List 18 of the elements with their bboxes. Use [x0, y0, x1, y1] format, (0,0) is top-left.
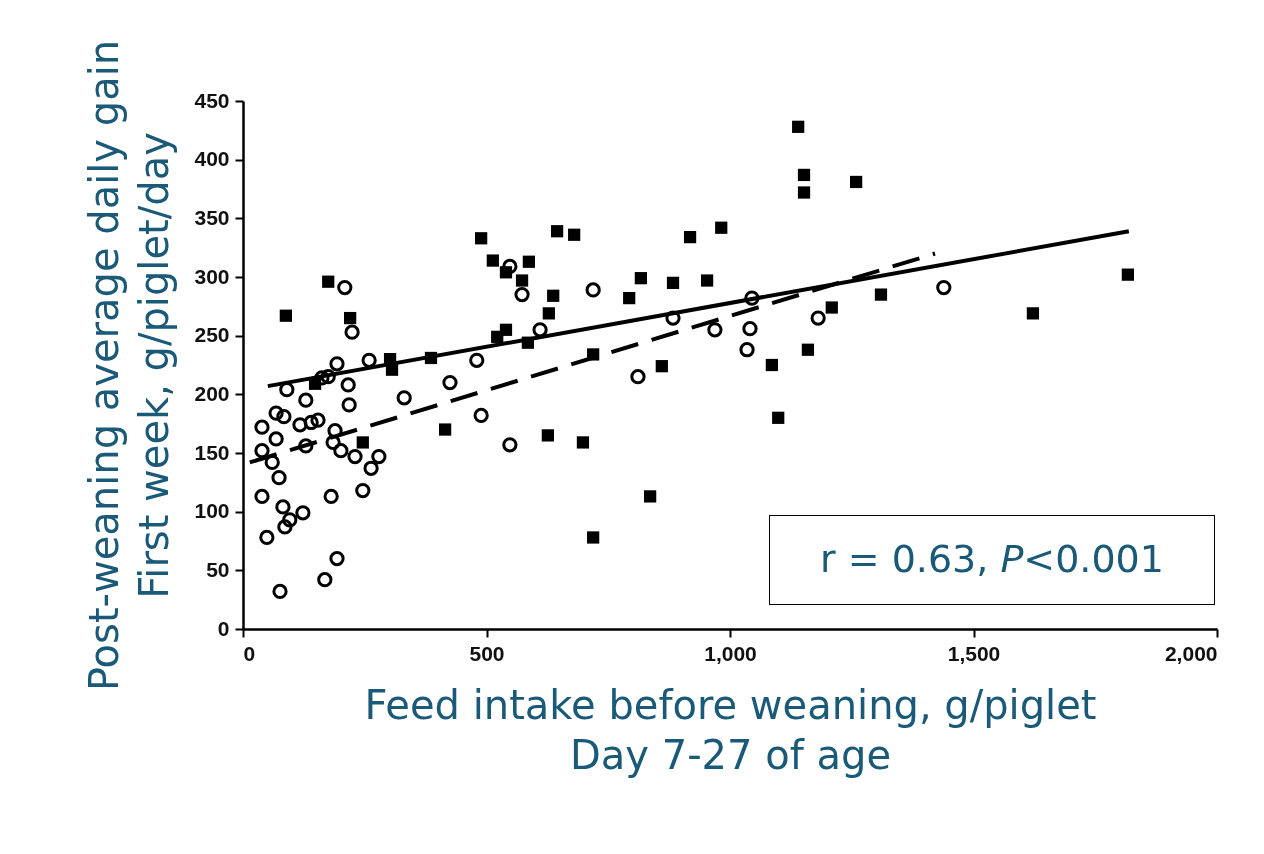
- x-axis-title: Feed intake before weaning, g/piglet Day 7-27 of age: [364, 681, 1097, 778]
- x-tick-label: 0: [243, 641, 256, 665]
- y-tick-label: 250: [194, 323, 230, 347]
- y-tick-label: 50: [206, 557, 230, 581]
- y-tick-label: 350: [194, 205, 230, 229]
- y-tick-label: 450: [194, 88, 230, 112]
- y-tick-label: 300: [194, 264, 230, 288]
- y-tick-label: 400: [194, 147, 230, 171]
- x-tick-label: 2,000: [1164, 641, 1218, 665]
- x-tick-label: 1,500: [947, 641, 1001, 665]
- y-tick-label: 150: [194, 440, 230, 464]
- stat-note-box: r = 0.63, P<0.001: [769, 515, 1215, 605]
- y-axis-title: Post-weaning average daily gain First week, g/piglet/day: [81, 39, 178, 692]
- y-tick-label: 200: [194, 381, 230, 405]
- x-tick-label: 500: [469, 641, 505, 665]
- y-tick-label: 0: [217, 616, 230, 640]
- y-tick-label: 100: [194, 499, 230, 523]
- x-tick-label: 1,000: [704, 641, 757, 665]
